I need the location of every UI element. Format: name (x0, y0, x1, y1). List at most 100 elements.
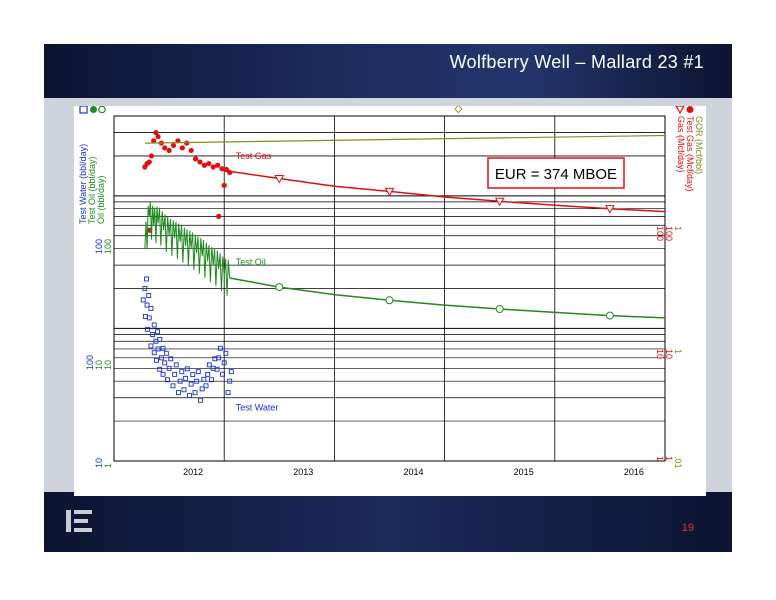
test-water-point (148, 305, 154, 311)
test-gas-point (210, 164, 216, 170)
test-water-point (220, 371, 225, 377)
left-tick-100-c: 100 (85, 355, 95, 370)
test-water-point (195, 369, 201, 375)
test-gas-point (221, 182, 227, 188)
test-water-point (188, 381, 194, 387)
gor-line (144, 134, 666, 144)
test-water-point (217, 345, 223, 351)
test-water-point (155, 329, 160, 335)
test-oil-marker-legend (90, 106, 97, 113)
left-tick-10-c: 10 (94, 458, 104, 468)
test-water-point (179, 369, 185, 375)
left-tick-100-b: 100 (103, 239, 113, 254)
test-water-point (151, 322, 157, 328)
test-gas-point (179, 145, 185, 151)
test-water-point (157, 366, 163, 372)
test-gas-point (148, 153, 155, 159)
test-gas-point (216, 213, 222, 219)
eur-annotation: EUR = 374 MBOE (487, 157, 625, 189)
test-gas-point (206, 161, 212, 167)
test-water-point (163, 350, 169, 356)
test-water-point (150, 332, 156, 337)
test-water-point (223, 350, 229, 356)
test-oil-trace (144, 201, 231, 296)
oil-forecast-marker (605, 311, 614, 320)
left-tick-labels: 100 100 100 10 10 10 1 (85, 239, 113, 468)
test-water-point (214, 366, 220, 372)
test-gas-point (192, 156, 199, 162)
eur-annotation-text: EUR = 374 MBOE (495, 166, 617, 183)
right-axis-label-gor: GOR (Mcf/bbl) (694, 116, 704, 174)
test-gas-point (188, 147, 194, 154)
test-water-point (187, 393, 192, 399)
test-water-point (205, 371, 211, 377)
right-tick-10-a: 10 (664, 349, 674, 359)
test-water-point (198, 397, 203, 403)
right-tick-10-b: 10 (655, 349, 665, 359)
test-gas-point (197, 159, 203, 165)
right-tick-labels: 1 100 100 1 10 10 .01 1 1 (655, 226, 683, 469)
page-number: 19 (681, 522, 694, 534)
series-layer (140, 129, 666, 403)
test-water-point (164, 377, 170, 383)
series-label-test-gas: Test Gas (236, 151, 272, 161)
test-water-point (144, 302, 150, 308)
test-water-point (160, 345, 166, 351)
test-water-point (177, 378, 183, 384)
right-axis-legend: GOR (Mcf/bbl) Test Gas (Mcf/day) Gas (Mc… (454, 106, 704, 192)
title-bar: Wolfberry Well – Mallard 23 #1 (44, 44, 732, 98)
right-tick-1-b: 1 (673, 349, 683, 354)
x-tick-label: 2012 (183, 467, 203, 477)
test-gas-point (146, 159, 152, 165)
test-water-point (142, 286, 148, 291)
right-axis-label-test-gas: Test Gas (Mcf/day) (685, 116, 695, 192)
series-label-test-water: Test Water (236, 403, 279, 413)
gas-forecast-marker (384, 187, 395, 197)
test-water-point (140, 297, 146, 303)
gas-marker-legend (675, 106, 685, 115)
test-water-point (146, 315, 152, 321)
test-water-point (144, 276, 149, 282)
left-axis-label-water: Test Water (bbl/day) (78, 144, 88, 224)
test-water-point (190, 372, 196, 378)
test-water-point (155, 346, 161, 352)
test-water-point (201, 376, 207, 382)
gas-forecast-line (224, 169, 666, 213)
x-tick-label: 2014 (403, 467, 423, 477)
right-tick-1-c: 1 (664, 456, 674, 461)
test-water-point (162, 360, 168, 366)
right-tick-01: .01 (673, 456, 683, 469)
test-water-point (166, 365, 172, 371)
test-gas-point (153, 129, 159, 136)
test-water-point (145, 326, 151, 332)
test-gas-point (151, 138, 157, 144)
test-water-point (176, 390, 181, 396)
oil-forecast-marker (495, 305, 504, 314)
test-water-point (209, 377, 214, 383)
oil-forecast-marker (385, 296, 394, 305)
company-logo-icon (66, 510, 92, 532)
test-water-point (199, 386, 205, 392)
test-water-point (172, 371, 178, 377)
right-axis-label-gas: Gas (Mcf/day) (676, 116, 686, 173)
test-gas-point (214, 162, 221, 168)
x-tick-label: 2013 (293, 467, 313, 477)
test-water-point (170, 383, 176, 389)
test-water-point (148, 343, 154, 349)
test-gas-point (170, 142, 177, 149)
slide-title: Wolfberry Well – Mallard 23 #1 (449, 52, 704, 72)
test-water-point (173, 362, 179, 368)
gas-forecast-marker (605, 205, 615, 214)
right-tick-100-a: 100 (664, 226, 674, 241)
test-water-point (192, 390, 198, 396)
test-water-point (225, 390, 231, 396)
test-gas-point (155, 133, 161, 140)
test-water-point (227, 378, 233, 384)
test-water-point (194, 378, 200, 384)
left-axis-legend: Test Water (bbl/day) Test Oil (bbl/day) … (78, 106, 106, 224)
right-tick-1-d: 1 (655, 456, 665, 461)
left-axis-label-oil: Oil (bbl/day) (96, 175, 106, 224)
test-gas-point (162, 145, 168, 151)
test-water-point (221, 360, 227, 366)
